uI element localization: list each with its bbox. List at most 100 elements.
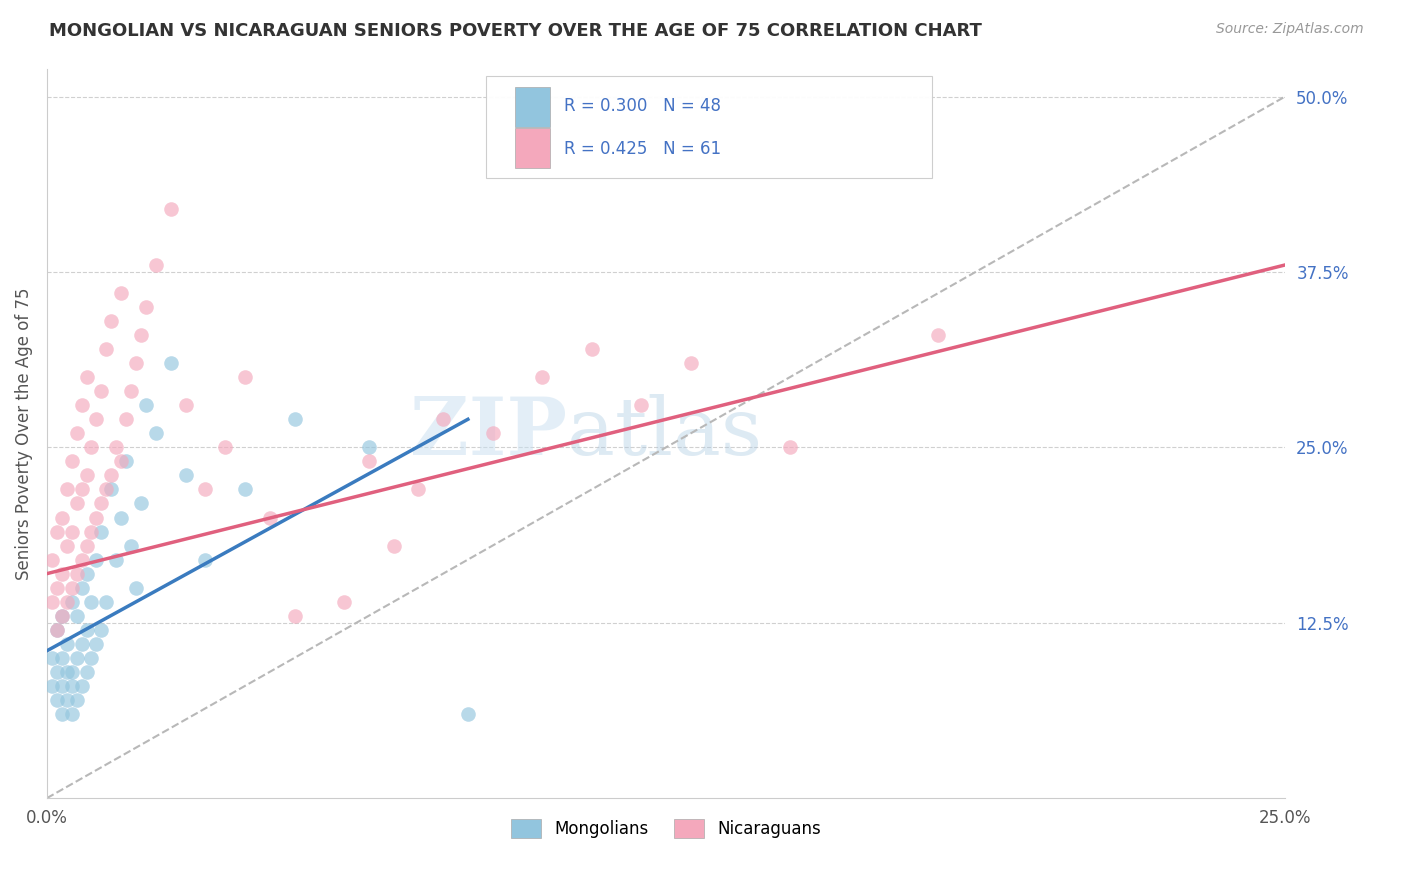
Point [76, 566, 98, 581]
Point [51, 650, 73, 665]
Point [51, 608, 73, 623]
Point [105, 441, 128, 455]
Bar [515, 128, 550, 169]
Point [194, 483, 217, 497]
Point [60, 679, 83, 693]
Point [120, 539, 142, 553]
Point [927, 328, 949, 343]
Point [174, 468, 197, 483]
Point [129, 328, 152, 343]
Point [76, 623, 98, 637]
Point [51, 608, 73, 623]
Point [45, 623, 67, 637]
Point [80, 441, 103, 455]
Point [115, 412, 138, 426]
Point [65, 693, 87, 707]
Point [70, 398, 93, 412]
Text: R = 0.425   N = 61: R = 0.425 N = 61 [564, 140, 721, 158]
Point [679, 356, 702, 370]
Legend: Mongolians, Nicaraguans: Mongolians, Nicaraguans [505, 812, 828, 845]
Point [531, 370, 554, 384]
Point [76, 665, 98, 679]
Point [55, 665, 77, 679]
Text: R = 0.300   N = 48: R = 0.300 N = 48 [564, 97, 721, 115]
Point [86, 637, 108, 651]
Point [55, 595, 77, 609]
Point [110, 285, 132, 300]
Point [283, 412, 305, 426]
Y-axis label: Seniors Poverty Over the Age of 75: Seniors Poverty Over the Age of 75 [15, 287, 32, 580]
Point [55, 539, 77, 553]
Point [233, 370, 256, 384]
Point [105, 552, 128, 566]
Point [100, 483, 122, 497]
Point [90, 524, 112, 539]
Point [55, 483, 77, 497]
Point [96, 595, 118, 609]
Point [41, 552, 63, 566]
Point [96, 483, 118, 497]
Point [70, 637, 93, 651]
FancyBboxPatch shape [486, 76, 932, 178]
Point [233, 483, 256, 497]
Point [45, 693, 67, 707]
Point [60, 706, 83, 721]
Point [51, 510, 73, 524]
Point [55, 637, 77, 651]
Point [145, 258, 167, 272]
Point [283, 608, 305, 623]
Point [65, 496, 87, 510]
Point [60, 524, 83, 539]
Point [55, 693, 77, 707]
Point [45, 665, 67, 679]
Point [90, 496, 112, 510]
Point [70, 679, 93, 693]
Point [481, 426, 503, 441]
Point [145, 426, 167, 441]
Point [100, 468, 122, 483]
Point [100, 314, 122, 328]
Point [159, 202, 181, 216]
Point [41, 650, 63, 665]
Point [432, 412, 454, 426]
Point [408, 483, 430, 497]
Point [90, 623, 112, 637]
Point [135, 398, 157, 412]
Point [259, 510, 281, 524]
Text: atlas: atlas [567, 394, 762, 473]
Point [70, 581, 93, 595]
Point [51, 706, 73, 721]
Point [60, 595, 83, 609]
Point [214, 441, 236, 455]
Point [120, 384, 142, 399]
Point [110, 454, 132, 468]
Point [45, 524, 67, 539]
Point [115, 454, 138, 468]
Point [779, 441, 801, 455]
Point [80, 595, 103, 609]
Point [51, 566, 73, 581]
Point [96, 342, 118, 356]
Point [45, 581, 67, 595]
Point [51, 679, 73, 693]
Point [76, 468, 98, 483]
Point [125, 581, 148, 595]
Point [65, 608, 87, 623]
Text: ZIP: ZIP [411, 394, 567, 473]
Point [80, 650, 103, 665]
Point [135, 300, 157, 314]
Point [382, 539, 405, 553]
Point [41, 679, 63, 693]
Text: MONGOLIAN VS NICARAGUAN SENIORS POVERTY OVER THE AGE OF 75 CORRELATION CHART: MONGOLIAN VS NICARAGUAN SENIORS POVERTY … [49, 22, 981, 40]
Point [41, 595, 63, 609]
Point [60, 665, 83, 679]
Text: Source: ZipAtlas.com: Source: ZipAtlas.com [1216, 22, 1364, 37]
Point [86, 412, 108, 426]
Point [60, 581, 83, 595]
Point [70, 552, 93, 566]
Point [357, 441, 380, 455]
Point [65, 426, 87, 441]
Point [86, 552, 108, 566]
Point [333, 595, 356, 609]
Point [70, 483, 93, 497]
